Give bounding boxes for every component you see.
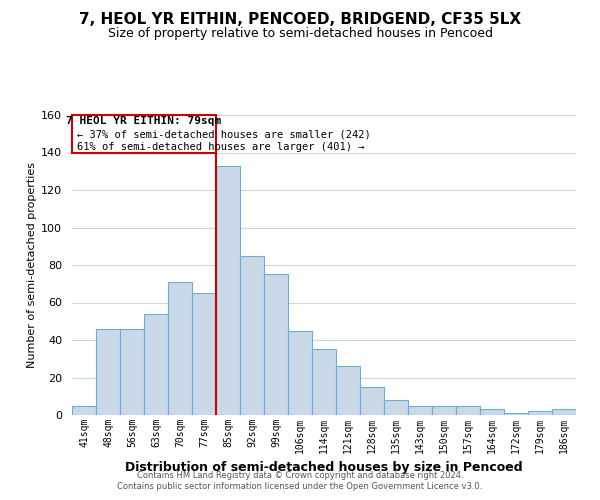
Text: 61% of semi-detached houses are larger (401) →: 61% of semi-detached houses are larger (… bbox=[77, 142, 365, 152]
Bar bbox=[120, 329, 144, 415]
Bar bbox=[192, 293, 216, 415]
Y-axis label: Number of semi-detached properties: Number of semi-detached properties bbox=[27, 162, 37, 368]
Text: Contains HM Land Registry data © Crown copyright and database right 2024.: Contains HM Land Registry data © Crown c… bbox=[137, 471, 463, 480]
Bar bbox=[96, 329, 120, 415]
Bar bbox=[336, 366, 360, 415]
Bar bbox=[480, 410, 504, 415]
Bar bbox=[552, 410, 576, 415]
Text: 7 HEOL YR EITHIN: 79sqm: 7 HEOL YR EITHIN: 79sqm bbox=[67, 116, 221, 126]
Bar bbox=[408, 406, 432, 415]
Bar bbox=[432, 406, 456, 415]
Bar bbox=[528, 411, 552, 415]
Bar bbox=[144, 314, 168, 415]
Text: Size of property relative to semi-detached houses in Pencoed: Size of property relative to semi-detach… bbox=[107, 28, 493, 40]
Bar bbox=[168, 282, 192, 415]
Text: ← 37% of semi-detached houses are smaller (242): ← 37% of semi-detached houses are smalle… bbox=[77, 130, 371, 140]
Text: Contains public sector information licensed under the Open Government Licence v3: Contains public sector information licen… bbox=[118, 482, 482, 491]
Bar bbox=[264, 274, 288, 415]
Bar bbox=[312, 350, 336, 415]
Bar bbox=[240, 256, 264, 415]
Bar bbox=[216, 166, 240, 415]
Bar bbox=[456, 406, 480, 415]
X-axis label: Distribution of semi-detached houses by size in Pencoed: Distribution of semi-detached houses by … bbox=[125, 462, 523, 474]
Bar bbox=[360, 387, 384, 415]
Bar bbox=[288, 330, 312, 415]
Bar bbox=[504, 413, 528, 415]
Text: 7, HEOL YR EITHIN, PENCOED, BRIDGEND, CF35 5LX: 7, HEOL YR EITHIN, PENCOED, BRIDGEND, CF… bbox=[79, 12, 521, 28]
Bar bbox=[384, 400, 408, 415]
Bar bbox=[72, 406, 96, 415]
FancyBboxPatch shape bbox=[72, 115, 216, 152]
